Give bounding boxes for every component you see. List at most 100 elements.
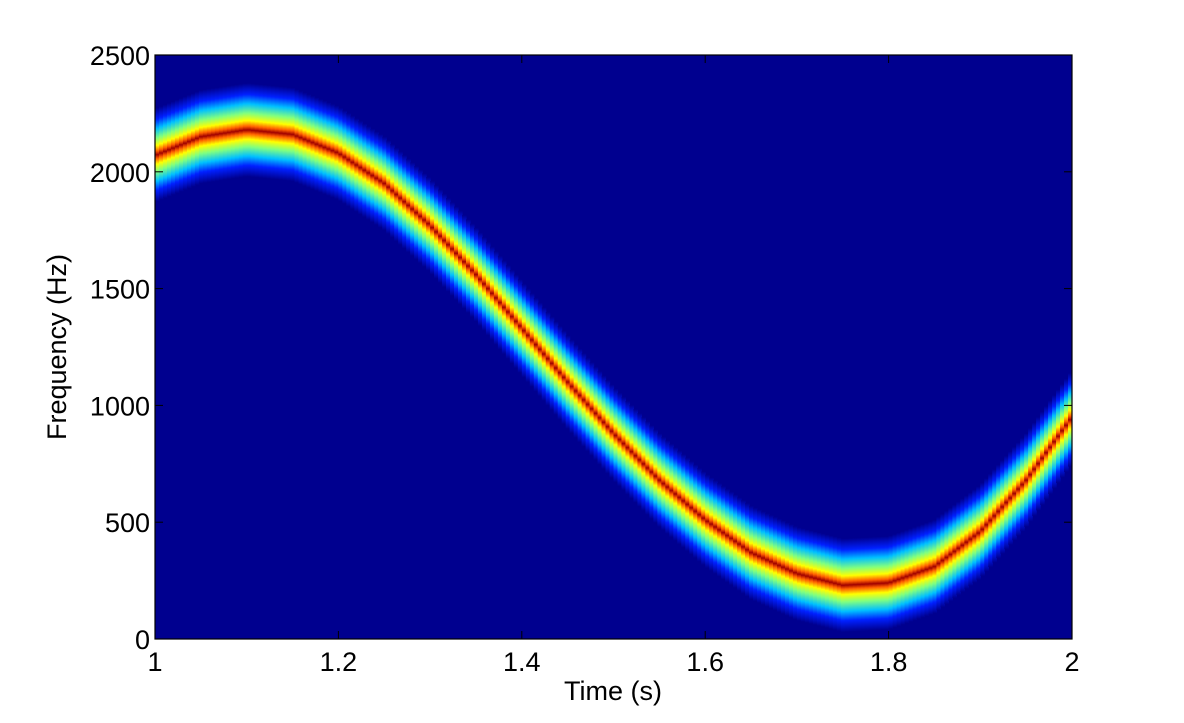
heatmap-strip xyxy=(1044,406,1049,500)
heatmap-strip xyxy=(505,265,511,359)
heatmap-strip xyxy=(768,514,774,609)
heatmap-strip xyxy=(932,519,938,614)
heatmap-strip xyxy=(717,483,722,577)
heatmap-strip xyxy=(960,498,965,592)
heatmap-strip xyxy=(461,215,467,309)
heatmap-strip xyxy=(334,105,339,200)
heatmap-strip xyxy=(438,189,443,283)
heatmap-strip xyxy=(605,380,611,474)
heatmap-strip xyxy=(1012,446,1017,541)
heatmap-strip xyxy=(537,302,543,397)
y-tick-label: 0 xyxy=(135,625,150,655)
heatmap-strip xyxy=(1020,437,1025,532)
y-tick-label: 500 xyxy=(105,508,150,538)
heatmap-strip xyxy=(593,366,599,461)
heatmap-strip xyxy=(469,223,475,318)
heatmap-strip xyxy=(250,83,256,178)
heatmap-strip xyxy=(366,126,371,220)
heatmap-strip xyxy=(1024,433,1029,527)
heatmap-strip xyxy=(386,140,391,234)
heatmap-strip xyxy=(1004,455,1009,550)
heatmap-strip xyxy=(454,206,459,300)
heatmap-strip xyxy=(302,92,308,187)
heatmap-strip xyxy=(1032,422,1037,516)
heatmap-strip xyxy=(1016,442,1021,536)
heatmap-strip xyxy=(892,534,898,628)
heatmap-strip xyxy=(940,513,946,608)
heatmap-strip xyxy=(784,522,790,616)
heatmap-strip xyxy=(936,516,942,611)
heatmap-strip xyxy=(944,510,950,605)
heatmap-strip xyxy=(1000,460,1005,554)
heatmap-strip xyxy=(741,500,746,594)
heatmap-strip xyxy=(198,90,204,184)
heatmap-strip xyxy=(166,103,172,197)
x-tick-label: 1 xyxy=(147,647,162,677)
heatmap-strip xyxy=(988,473,993,568)
heatmap-strip xyxy=(290,87,296,182)
heatmap-strip xyxy=(828,535,834,629)
heatmap-strip xyxy=(1064,378,1069,473)
heatmap-strip xyxy=(270,85,276,180)
heatmap-strip xyxy=(390,144,395,238)
heatmap-strip xyxy=(952,504,957,599)
heatmap-strip xyxy=(214,87,220,182)
heatmap-strip xyxy=(1056,389,1061,483)
heatmap-strip xyxy=(641,417,646,511)
heatmap-strip xyxy=(322,100,328,195)
heatmap-strip xyxy=(274,86,280,180)
heatmap-strip xyxy=(645,421,650,515)
heatmap-strip xyxy=(525,288,531,383)
heatmap-strip xyxy=(804,529,810,623)
heatmap-strip xyxy=(481,237,487,331)
heatmap-strip xyxy=(306,94,312,188)
heatmap-strip xyxy=(705,474,710,569)
heatmap-strip xyxy=(509,269,515,364)
heatmap-strip xyxy=(872,536,878,631)
heatmap-strip xyxy=(266,85,272,179)
heatmap-strip xyxy=(577,348,583,443)
heatmap-strip xyxy=(565,335,571,429)
heatmap-strip xyxy=(170,101,176,195)
heatmap-strip xyxy=(430,180,435,275)
heatmap-strip xyxy=(800,528,806,622)
heatmap-strip xyxy=(1040,411,1045,505)
heatmap-strip xyxy=(190,93,196,187)
heatmap-strip xyxy=(836,537,842,631)
heatmap-strip xyxy=(888,535,894,629)
heatmap-strip xyxy=(848,538,854,632)
heatmap-strip xyxy=(473,227,479,322)
heatmap-strip xyxy=(458,210,463,305)
heatmap-strip xyxy=(657,433,662,527)
heatmap-strip xyxy=(330,103,336,198)
heatmap-strip xyxy=(226,85,232,180)
heatmap-strip xyxy=(230,85,236,179)
heatmap-strip xyxy=(984,478,989,572)
heatmap-strip xyxy=(561,330,567,425)
heatmap-strip xyxy=(569,339,575,434)
heatmap-strip xyxy=(721,485,726,580)
heatmap-strip xyxy=(246,83,252,177)
heatmap-strip xyxy=(976,486,981,580)
heatmap-strip xyxy=(725,488,730,583)
heatmap-strip xyxy=(856,537,862,632)
heatmap-strip xyxy=(370,128,375,223)
heatmap-strip xyxy=(238,83,244,178)
heatmap-strip xyxy=(729,491,734,586)
heatmap-strip xyxy=(1048,400,1053,494)
heatmap-strip xyxy=(477,232,483,326)
heatmap-strip xyxy=(202,89,208,183)
heatmap-strip xyxy=(617,392,623,487)
heatmap-strip xyxy=(852,537,858,632)
heatmap-strip xyxy=(294,89,300,183)
heatmap-strip xyxy=(796,527,802,621)
heatmap-strip xyxy=(844,538,850,632)
y-tick-label: 1500 xyxy=(90,275,150,305)
heatmap-strip xyxy=(673,447,678,541)
heatmap-strip xyxy=(182,96,188,190)
heatmap-strip xyxy=(298,90,304,185)
heatmap-strip xyxy=(621,396,627,491)
heatmap-strip xyxy=(206,88,212,183)
heatmap-strip xyxy=(450,202,455,296)
heatmap-strip xyxy=(625,400,631,495)
